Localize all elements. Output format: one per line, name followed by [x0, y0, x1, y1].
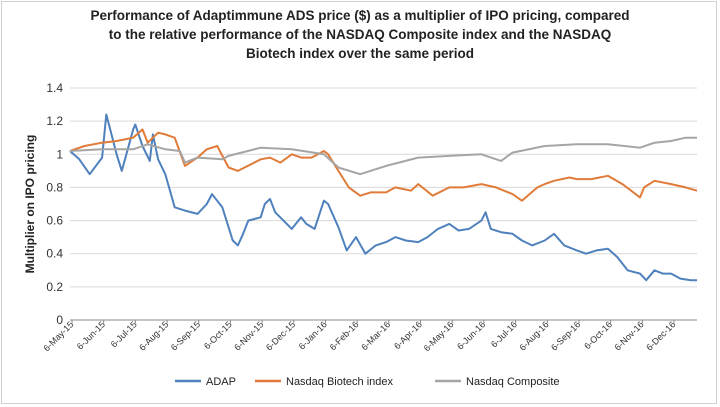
x-tick-label: 6-Mar-16	[359, 319, 392, 352]
legend-label: ADAP	[206, 376, 236, 388]
series-line-nasdaq-composite	[69, 136, 697, 176]
x-axis-ticks: 6-May-15 6-Jun-15 6-Jul-156-Aug-156-Sep-15…	[41, 319, 677, 353]
chart-title-line-3: Biotech index over the same period	[245, 46, 475, 61]
x-tick-label: 6-Apr-16	[392, 319, 424, 351]
x-tick-label: 6-Oct-16	[582, 319, 614, 351]
gridlines	[70, 87, 697, 288]
x-tick-label: 6-Feb-16	[328, 319, 361, 352]
x-tick-label: 6-Sep-15	[169, 319, 202, 352]
y-tick-label: 1.2	[46, 114, 63, 128]
y-axis-label: Multiplier on IPO pricing	[23, 135, 37, 274]
y-tick-label: 0	[56, 313, 63, 327]
x-tick-label: 6-Nov-16	[612, 319, 645, 352]
x-tick-label: 6-Jun-16	[455, 319, 487, 351]
y-tick-label: 0.8	[46, 180, 63, 194]
y-tick-label: 1	[56, 147, 63, 161]
x-tick-label: 6-Dec-15	[264, 319, 297, 352]
series-lines	[69, 113, 698, 282]
y-tick-label: 0.6	[46, 214, 63, 228]
chart-title-line-1: Performance of Adaptimmune ADS price ($)…	[90, 8, 630, 23]
y-tick-label: 0.2	[46, 280, 63, 294]
x-tick-label: 6-Aug-16	[517, 319, 550, 352]
legend-label: Nasdaq Biotech index	[286, 376, 394, 388]
x-tick-label: 6-Nov-15	[232, 319, 265, 352]
series-line-nasdaq-biotech-index	[69, 128, 698, 202]
legend-label: Nasdaq Composite	[466, 376, 560, 388]
chart-title-line-2: to the relative performance of the NASDA…	[108, 27, 612, 42]
x-tick-label: 6-Jan-16	[297, 319, 329, 351]
y-tick-label: 0.4	[46, 247, 63, 261]
x-tick-label: 6-Oct-15	[202, 319, 234, 351]
x-tick-label: 6-Aug-15	[137, 319, 170, 352]
x-tick-label: 6-Jun-15	[75, 319, 107, 351]
legend: ADAP Nasdaq Biotech index Nasdaq Composite	[175, 376, 560, 388]
y-axis-ticks: 0 0.2 0.4 0.6 0.8 1 1.2 1.4	[46, 81, 63, 327]
y-tick-label: 1.4	[46, 81, 63, 95]
x-tick-label: 6-Sep-16	[549, 319, 582, 352]
x-tick-label: 6-Dec-16	[644, 319, 677, 352]
x-tick-label: 6-Jul-16	[489, 319, 519, 349]
x-tick-label: 6-Jul-15	[109, 319, 139, 349]
x-tick-label: 6-May-16	[422, 319, 456, 353]
series-line-adap	[69, 113, 697, 282]
